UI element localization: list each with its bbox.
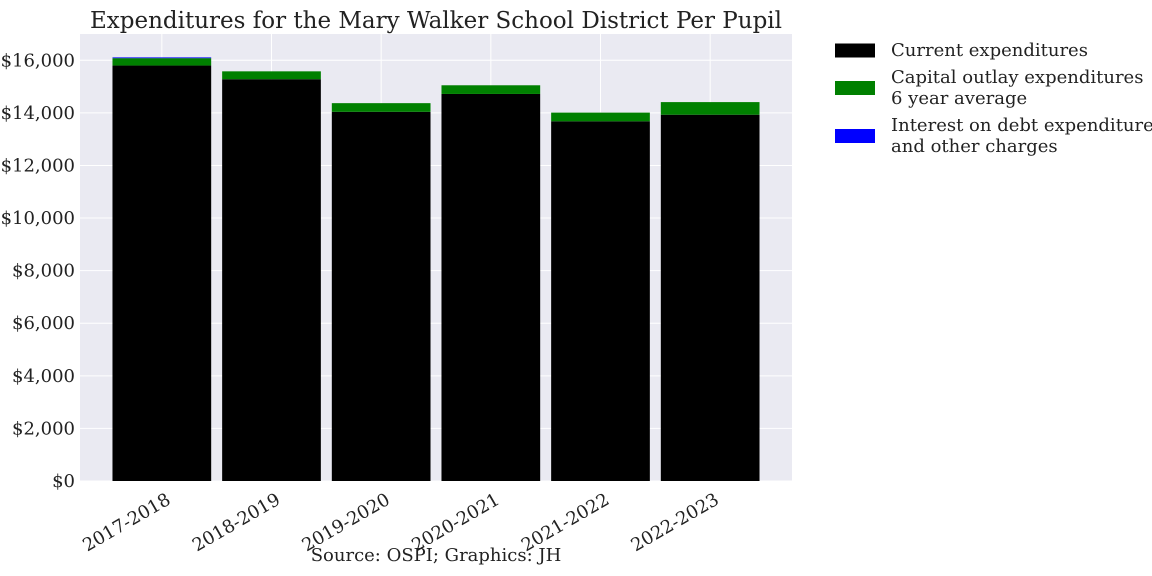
y-tick-label: $10,000	[1, 208, 75, 229]
chart-title: Expenditures for the Mary Walker School …	[90, 8, 782, 34]
legend-label: Interest on debt expenditures and other c…	[891, 115, 1152, 157]
bar-segment	[331, 103, 431, 112]
bar-segment	[222, 79, 321, 481]
y-tick-label: $8,000	[12, 261, 75, 282]
y-tick-label: $12,000	[1, 155, 75, 176]
bar-segment	[441, 93, 541, 481]
y-tick-label: $14,000	[1, 103, 75, 124]
legend-label: Current expenditures	[891, 40, 1088, 61]
x-tick-label: 2018-2019	[189, 489, 284, 556]
bar-segment	[551, 112, 650, 122]
y-tick-label: $16,000	[1, 50, 75, 71]
bar-segment	[551, 121, 650, 481]
bar-segment	[112, 65, 212, 481]
y-tick-label: $2,000	[12, 418, 75, 439]
y-tick-label: $6,000	[12, 313, 75, 334]
bar-segment	[660, 102, 760, 115]
bar-segment	[441, 85, 541, 94]
source-note: Source: OSPI; Graphics: JH	[311, 545, 562, 566]
legend: Current expenditures Capital outlay expen…	[835, 40, 1152, 157]
y-tick-label: $0	[52, 471, 75, 492]
legend-swatch	[835, 129, 875, 143]
bar-segment	[331, 111, 431, 481]
bars	[112, 57, 760, 482]
legend-swatch	[835, 43, 875, 58]
y-axis-ticks: $0 $2,000 $4,000 $6,000 $8,000 $10,000 $12,000…	[1, 50, 75, 492]
bar-segment	[112, 58, 212, 66]
legend-label: Capital outlay expenditures 6 year averag…	[891, 67, 1143, 109]
legend-swatch	[835, 81, 875, 95]
bar-segment	[222, 71, 321, 80]
x-tick-label: 2022-2023	[628, 489, 723, 556]
bar-segment	[660, 114, 760, 482]
x-tick-label: 2017-2018	[79, 489, 174, 556]
y-tick-label: $4,000	[12, 366, 75, 387]
bar-segment	[112, 57, 212, 59]
